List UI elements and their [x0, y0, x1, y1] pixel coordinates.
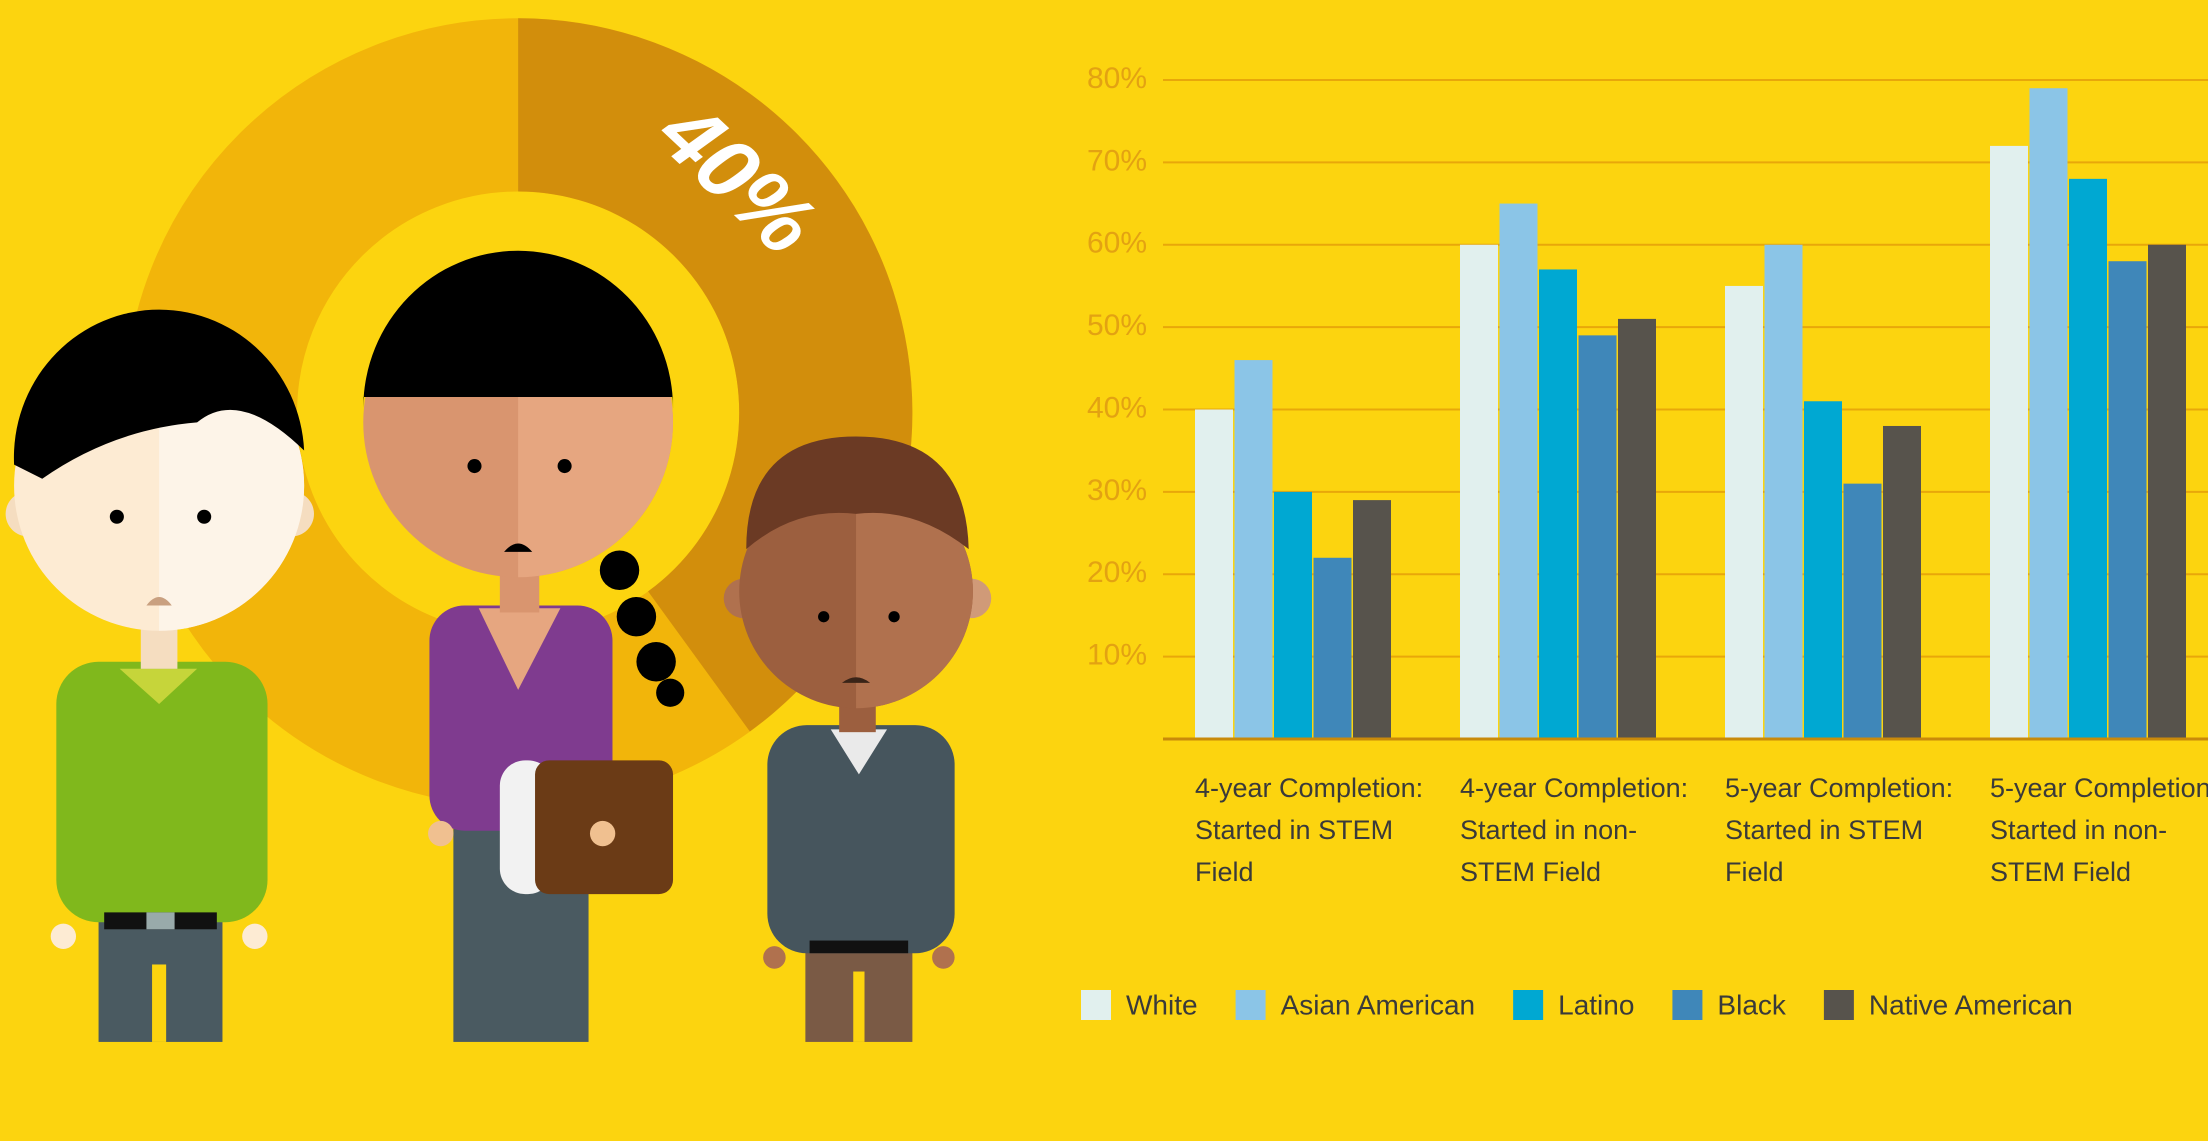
legend-label: White: [1126, 989, 1198, 1020]
bar: [1725, 286, 1763, 739]
y-tick-label: 50%: [1087, 309, 1147, 342]
bar: [1274, 492, 1312, 739]
bar: [1618, 319, 1656, 739]
bar: [1804, 401, 1842, 739]
legend-label: Asian American: [1281, 989, 1476, 1020]
bar: [1844, 484, 1882, 739]
x-tick-label: 4-year Completion: Started in STEM Field: [1195, 767, 1430, 893]
bar: [1353, 500, 1391, 739]
bar: [2109, 261, 2147, 739]
infographic: 40% 10%20%30%40%50%60%70%80%WhiteAsian A…: [0, 0, 2208, 1141]
bar: [1883, 426, 1921, 739]
bar: [1314, 558, 1352, 739]
legend-swatch: [1513, 990, 1543, 1020]
legend-swatch: [1672, 990, 1702, 1020]
bar: [1990, 146, 2028, 739]
y-tick-label: 60%: [1087, 227, 1147, 260]
legend-swatch: [1081, 990, 1111, 1020]
bar: [1235, 360, 1273, 739]
chart: 40% 10%20%30%40%50%60%70%80%WhiteAsian A…: [0, 0, 2208, 1141]
legend-label: Black: [1717, 989, 1786, 1020]
y-tick-label: 40%: [1087, 391, 1147, 424]
legend-swatch: [1236, 990, 1266, 1020]
bar: [2069, 179, 2107, 739]
x-tick-label: 5-year Completion: Started in STEM Field: [1725, 767, 1960, 893]
bar: [1539, 269, 1577, 739]
y-tick-label: 10%: [1087, 639, 1147, 672]
bar: [2030, 88, 2068, 739]
bar: [1195, 410, 1233, 740]
x-tick-label: 5-year Completion: Started in non-STEM F…: [1990, 767, 2208, 893]
y-tick-label: 30%: [1087, 474, 1147, 507]
bar: [1500, 204, 1538, 739]
y-tick-label: 20%: [1087, 556, 1147, 589]
legend-label: Native American: [1869, 989, 2073, 1020]
y-tick-label: 80%: [1087, 62, 1147, 95]
bar: [1765, 245, 1803, 739]
y-tick-label: 70%: [1087, 144, 1147, 177]
legend-swatch: [1824, 990, 1854, 1020]
bar: [2148, 245, 2186, 739]
bar: [1460, 245, 1498, 739]
legend-label: Latino: [1558, 989, 1634, 1020]
bar: [1579, 335, 1617, 739]
x-tick-label: 4-year Completion: Started in non-STEM F…: [1460, 767, 1695, 893]
